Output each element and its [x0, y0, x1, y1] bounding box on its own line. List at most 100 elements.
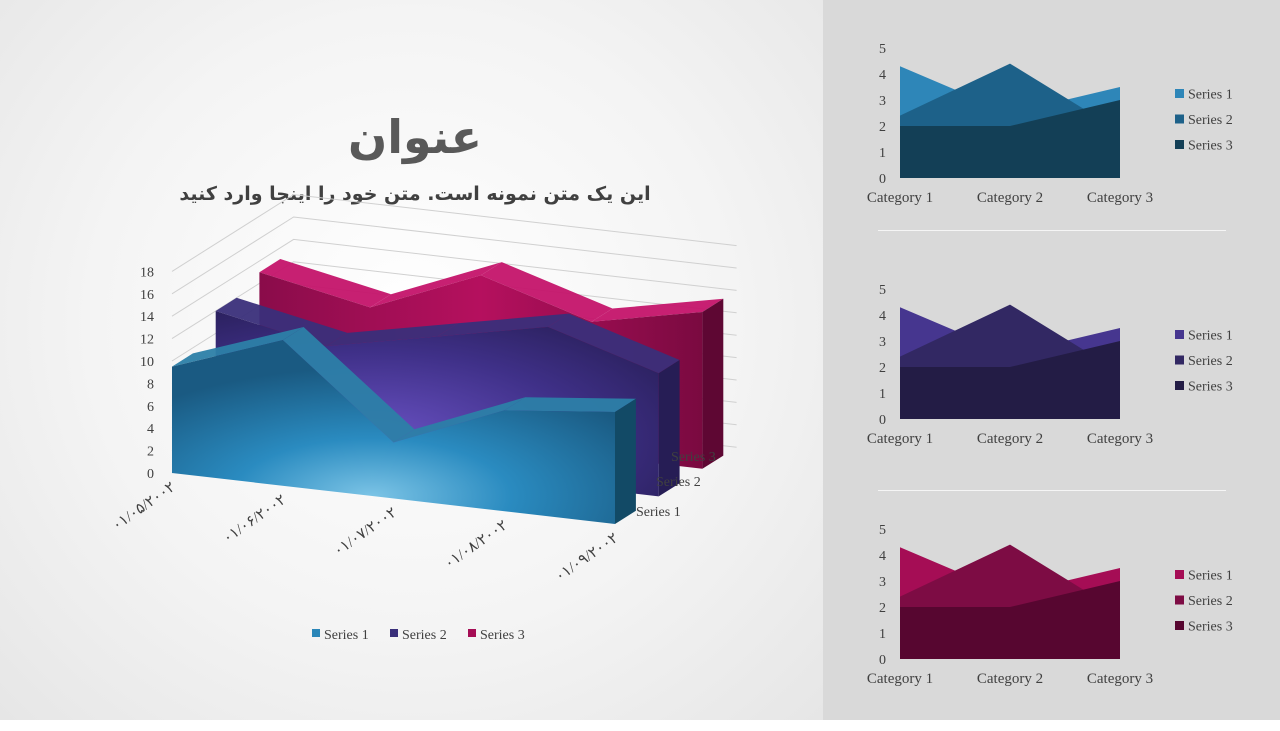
- legend-label: Series 3: [1188, 380, 1233, 395]
- y-axis-ticks: 0 2 4 6 8 10 12 14 16 18: [140, 265, 154, 482]
- legend-swatch: [1175, 595, 1184, 605]
- depth-label: Series 1: [636, 505, 681, 520]
- series-1-side: [615, 398, 636, 524]
- y-tick-label: 5: [879, 42, 886, 57]
- x-tick-label: Category 2: [977, 190, 1043, 206]
- slide-title: عنوان: [347, 110, 483, 164]
- series-1-top-facet: [172, 327, 304, 367]
- small-area-chart-magenta: 0 1 2 3 4 5 Category 1 Category 2 Category 3 Seri…: [867, 523, 1233, 687]
- legend-label: Series 1: [324, 628, 369, 643]
- series-2-top-facet: [215, 297, 348, 347]
- legend-swatch: [1175, 355, 1184, 365]
- legend-swatch: [1175, 114, 1184, 124]
- x-tick-label: Category 1: [867, 190, 933, 206]
- gridline: [171, 194, 737, 272]
- series-layers: [172, 259, 724, 524]
- x-tick-label: Category 3: [1087, 671, 1153, 687]
- legend-swatch: [312, 629, 320, 637]
- legend-swatch: [1175, 140, 1184, 149]
- series-3-area: [900, 581, 1120, 659]
- legend-label: Series 2: [1188, 594, 1233, 609]
- legend-label: Series 1: [1188, 569, 1233, 584]
- legend-label: Series 1: [1188, 329, 1233, 344]
- x-tick-label: Category 3: [1087, 190, 1153, 206]
- y-tick-label: 0: [147, 467, 154, 482]
- legend-swatch: [390, 629, 398, 637]
- x-tick-label: Category 2: [977, 671, 1043, 687]
- series-3-top-facet: [591, 298, 724, 322]
- y-tick-label: 1: [879, 387, 886, 402]
- gridline: [171, 216, 737, 295]
- legend-swatch: [1175, 381, 1184, 390]
- small-area-chart-blue: 0 1 2 3 4 5 Category 1 Category 2 Category 3 Seri…: [867, 42, 1233, 206]
- series-3-area: [900, 341, 1120, 419]
- x-tick-label: ۰۱/۰۶/۲۰۰۲: [220, 492, 289, 547]
- series-3-top-facet: [480, 262, 613, 322]
- y-tick-label: 4: [879, 309, 886, 324]
- series-1-top-facet: [393, 397, 526, 443]
- series-2-top-facet: [548, 313, 680, 374]
- y-tick-label: 5: [879, 283, 886, 298]
- main-3d-area-chart: 0 2 4 6 8 10 12 14 16 18 ۰۱/۰۵/۲۰۰۲ ۰۱/۰۶/۲۰۰۲ ۰۱/۰…: [109, 194, 737, 643]
- y-tick-label: 1: [879, 146, 886, 161]
- legend-swatch: [1175, 570, 1184, 579]
- series-2-top-facet: [437, 313, 569, 337]
- divider-2: [878, 490, 1226, 491]
- legend-label: Series 1: [1188, 88, 1233, 103]
- y-tick-label: 3: [879, 575, 886, 590]
- y-tick-label: 14: [140, 310, 154, 325]
- y-tick-label: 6: [147, 400, 154, 415]
- legend-label: Series 3: [1188, 620, 1233, 635]
- y-tick-label: 4: [879, 68, 886, 83]
- series-2-side: [658, 360, 680, 497]
- series-3-side: [702, 298, 724, 469]
- series-3-top-facet: [370, 262, 502, 308]
- series-1-area: [172, 327, 636, 524]
- y-tick-label: 2: [147, 445, 154, 460]
- y-tick-label: 4: [879, 549, 886, 564]
- y-tick-label: 10: [140, 355, 154, 370]
- legend-swatch: [1175, 89, 1184, 98]
- legend-swatch: [468, 629, 476, 637]
- y-tick-label: 0: [879, 172, 886, 187]
- y-tick-label: 2: [879, 361, 886, 376]
- small-area-chart-purple: 0 1 2 3 4 5 Category 1 Category 2 Category 3 Seri…: [867, 283, 1233, 447]
- y-tick-label: 8: [147, 377, 154, 392]
- legend-label: Series 2: [1188, 113, 1233, 128]
- y-tick-label: 5: [879, 523, 886, 538]
- y-tick-label: 16: [140, 288, 154, 303]
- legend-label: Series 3: [1188, 139, 1233, 154]
- y-tick-label: 0: [879, 413, 886, 428]
- depth-axis-labels: Series 1 Series 2 Series 3: [636, 450, 716, 520]
- series-1-front: [172, 340, 615, 524]
- legend-label: Series 2: [402, 628, 447, 643]
- y-tick-label: 1: [879, 627, 886, 642]
- x-tick-label: ۰۱/۰۷/۲۰۰۲: [331, 505, 400, 560]
- x-tick-label: Category 1: [867, 671, 933, 687]
- chart-legend: Series 1 Series 2 Series 3: [312, 628, 525, 643]
- legend-swatch: [1175, 621, 1184, 630]
- gridline: [171, 261, 737, 340]
- y-tick-label: 2: [879, 120, 886, 135]
- y-tick-label: 4: [147, 422, 154, 437]
- y-tick-label: 0: [879, 653, 886, 668]
- x-tick-label: ۰۱/۰۹/۲۰۰۲: [552, 530, 621, 585]
- divider-1: [878, 230, 1226, 231]
- depth-label: Series 3: [671, 450, 716, 465]
- series-2-top-facet: [326, 323, 459, 347]
- x-tick-label: ۰۱/۰۸/۲۰۰۲: [442, 517, 511, 572]
- series-1-top-facet: [282, 327, 415, 443]
- y-tick-label: 3: [879, 94, 886, 109]
- series-1-top-facet: [504, 397, 636, 412]
- y-tick-label: 12: [140, 333, 154, 348]
- gridline: [171, 238, 737, 317]
- x-tick-label: Category 1: [867, 431, 933, 447]
- y-tick-label: 2: [879, 601, 886, 616]
- series-3-area: [900, 100, 1120, 178]
- y-tick-label: 18: [140, 265, 154, 280]
- legend-label: Series 3: [480, 628, 525, 643]
- series-3-top-facet: [259, 259, 391, 308]
- legend-swatch: [1175, 330, 1184, 339]
- x-tick-label: ۰۱/۰۵/۲۰۰۲: [109, 479, 178, 534]
- depth-label: Series 2: [656, 475, 701, 490]
